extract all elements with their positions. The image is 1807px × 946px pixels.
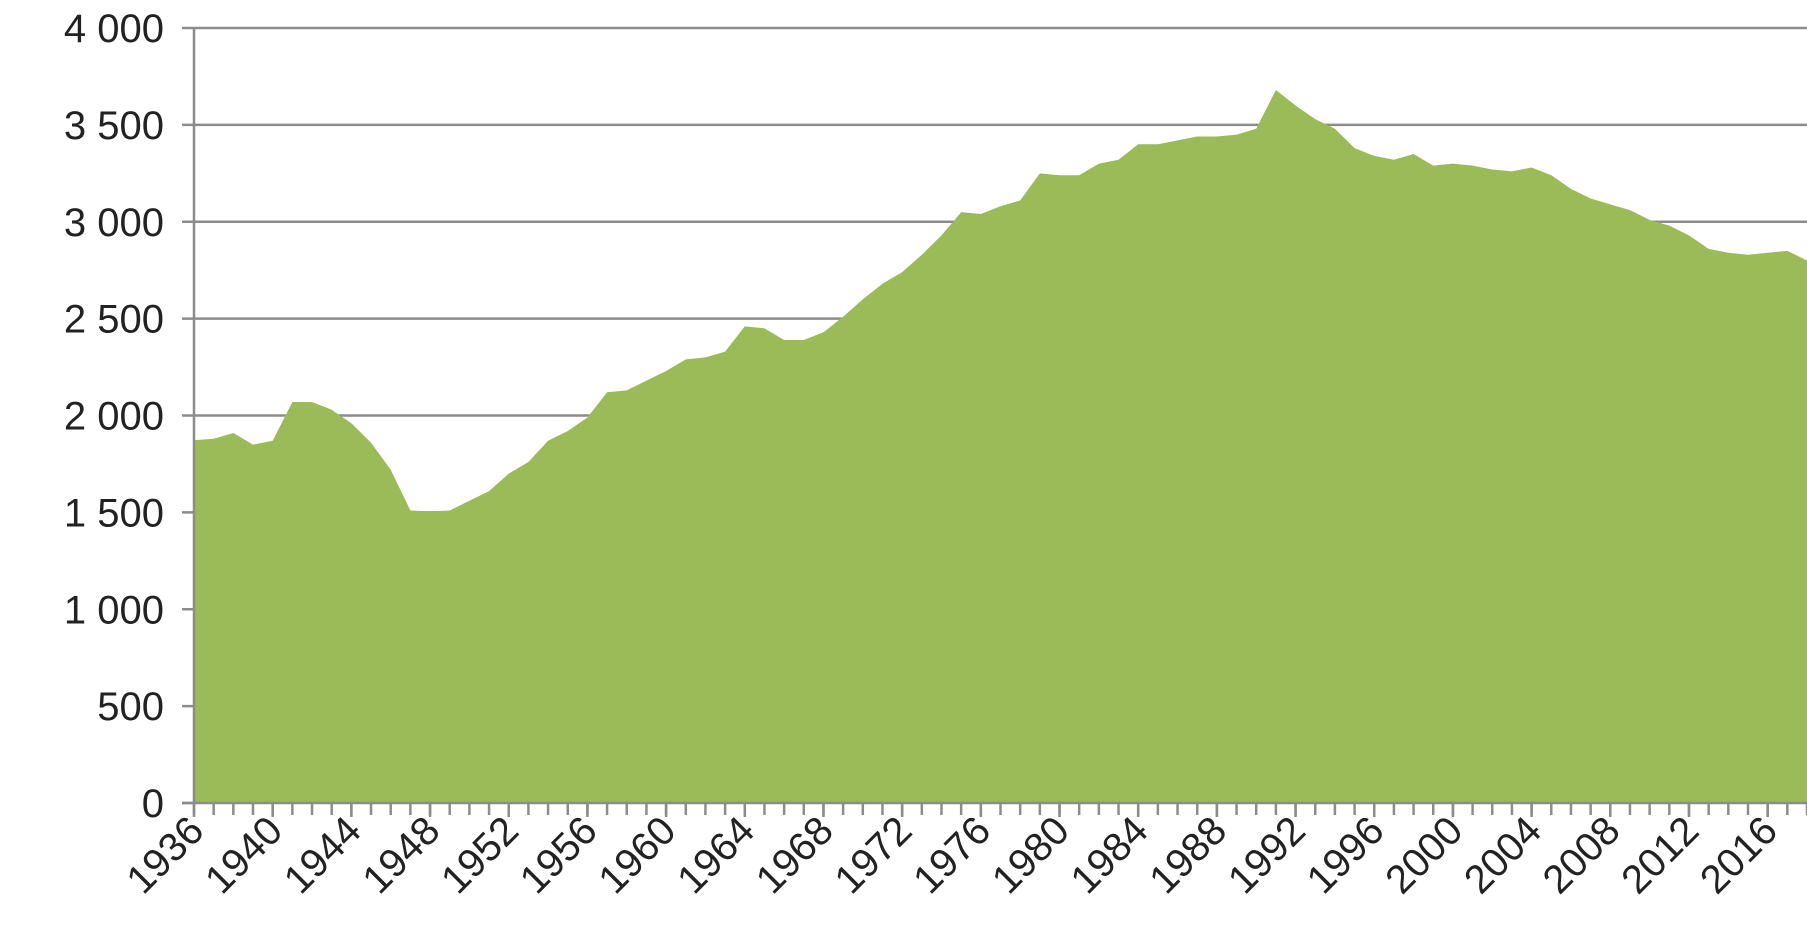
y-tick-label: 4 000 [64, 7, 164, 51]
x-tick-label: 1968 [748, 808, 842, 902]
area [194, 90, 1807, 803]
x-tick-label: 2016 [1692, 808, 1786, 902]
x-tick-label: 1936 [118, 808, 212, 902]
y-tick-label: 2 000 [64, 395, 164, 439]
x-tick-label: 1980 [984, 808, 1078, 902]
y-tick-label: 1 500 [64, 491, 164, 535]
y-tick-label: 3 500 [64, 104, 164, 148]
x-tick-label: 1940 [197, 808, 291, 902]
y-tick-label: 500 [97, 685, 164, 729]
x-tick-label: 1992 [1220, 808, 1314, 902]
y-tick-label: 2 500 [64, 298, 164, 342]
x-tick-label: 1972 [826, 808, 920, 902]
x-tick-label: 1956 [512, 808, 606, 902]
x-tick-label: 1996 [1299, 808, 1393, 902]
x-tick-label: 2000 [1377, 808, 1471, 902]
x-tick-label: 1964 [669, 808, 763, 902]
x-tick-label: 1960 [590, 808, 684, 902]
x-tick-label: 2008 [1535, 808, 1629, 902]
x-tick-label: 1976 [905, 808, 999, 902]
x-tick-label: 1948 [354, 808, 448, 902]
x-tick-label: 1952 [433, 808, 527, 902]
x-tick-label: 1984 [1063, 808, 1157, 902]
x-tick-label: 1988 [1141, 808, 1235, 902]
x-tick-label: 1944 [276, 808, 370, 902]
y-tick-label: 1 000 [64, 588, 164, 632]
x-tick-label: 2012 [1613, 808, 1707, 902]
y-tick-label: 0 [142, 782, 164, 826]
x-tick-label: 2004 [1456, 808, 1550, 902]
y-tick-label: 3 000 [64, 201, 164, 245]
